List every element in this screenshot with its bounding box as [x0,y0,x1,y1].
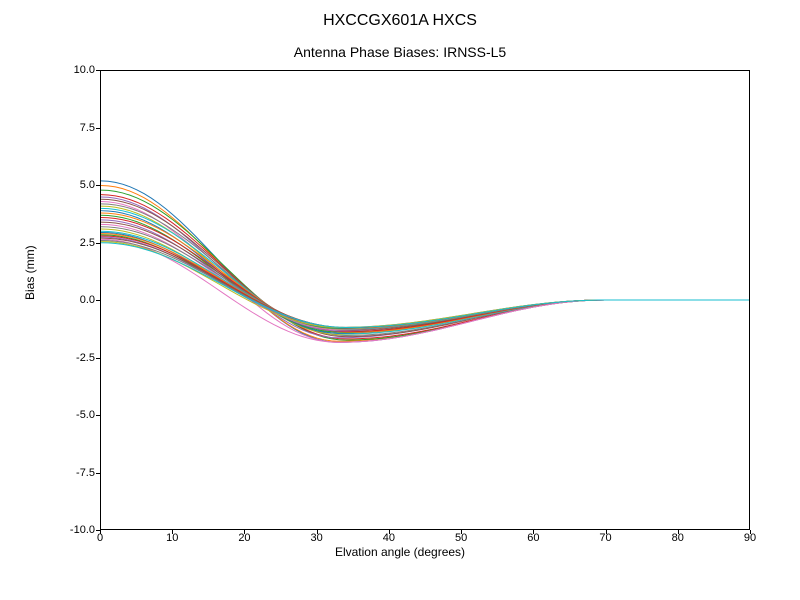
y-tick-mark [96,70,100,71]
x-tick-mark [678,530,679,534]
series-line [101,186,749,342]
chart-lines [101,71,749,529]
y-tick-label: 0.0 [55,294,95,306]
x-tick-mark [100,530,101,534]
y-tick-mark [96,128,100,129]
chart-title: Antenna Phase Biases: IRNSS-L5 [0,44,800,60]
y-tick-label: -2.5 [55,352,95,364]
x-tick-mark [244,530,245,534]
series-line [101,237,749,327]
plot-area [100,70,750,530]
y-tick-mark [96,473,100,474]
y-tick-label: 2.5 [55,237,95,249]
chart-suptitle: HXCCGX601A HXCS [0,12,800,30]
y-tick-mark [96,300,100,301]
x-tick-mark [606,530,607,534]
series-line [101,224,749,329]
y-tick-label: 5.0 [55,179,95,191]
series-line [101,215,749,332]
y-tick-label: 10.0 [55,64,95,76]
y-tick-label: -10.0 [55,524,95,536]
series-line [101,243,749,328]
series-line [101,236,749,328]
series-line [101,218,749,332]
y-tick-label: -7.5 [55,467,95,479]
x-tick-mark [317,530,318,534]
x-tick-mark [461,530,462,534]
y-axis-label: Bias (mm) [23,245,37,300]
y-tick-mark [96,243,100,244]
series-line [101,220,749,331]
x-tick-mark [750,530,751,534]
y-tick-label: -5.0 [55,409,95,421]
y-tick-label: 7.5 [55,122,95,134]
y-tick-mark [96,185,100,186]
y-tick-mark [96,358,100,359]
x-tick-mark [533,530,534,534]
series-line [101,232,749,328]
y-tick-mark [96,530,100,531]
x-tick-mark [389,530,390,534]
x-axis-label: Elvation angle (degrees) [0,545,800,559]
y-tick-mark [96,415,100,416]
x-tick-mark [172,530,173,534]
